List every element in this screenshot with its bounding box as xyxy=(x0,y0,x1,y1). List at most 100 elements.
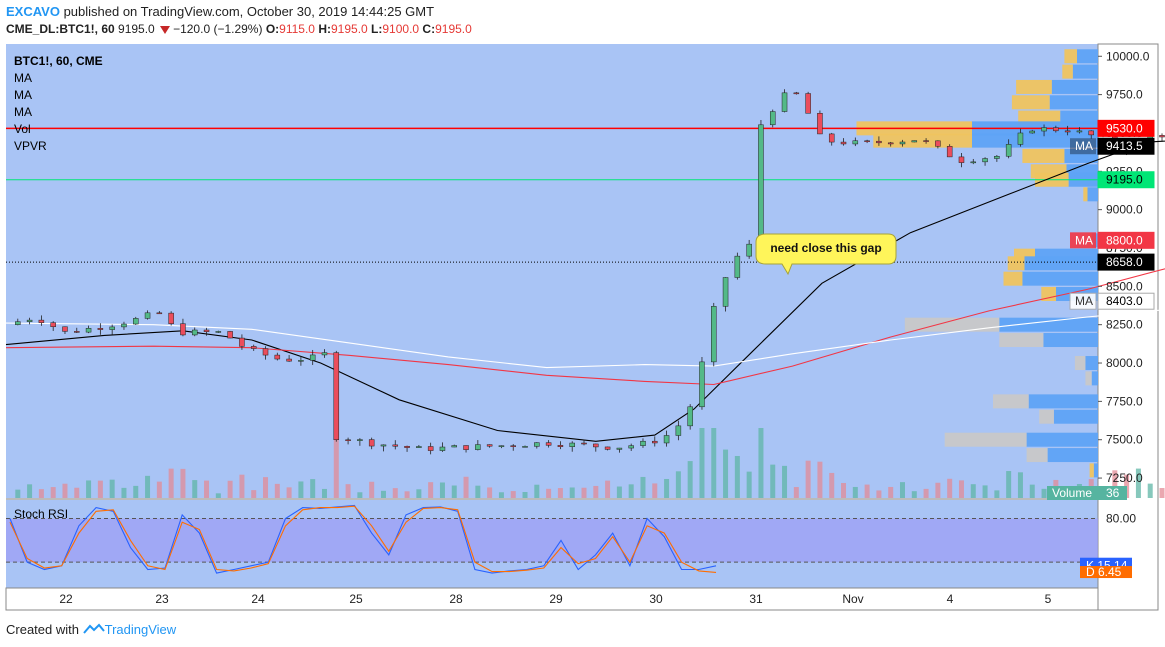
volume-bar xyxy=(50,487,56,498)
candle-body xyxy=(1017,132,1024,145)
price-tick-label: 7250.0 xyxy=(1106,471,1143,485)
vpvr-layer xyxy=(856,49,1098,478)
candle-body xyxy=(1041,127,1047,132)
volume-bar xyxy=(899,482,905,498)
volume-bar xyxy=(793,487,799,498)
candle-body xyxy=(191,329,198,336)
gap-annotation[interactable]: need close this gap xyxy=(755,233,897,276)
volume-bar xyxy=(357,492,363,498)
candle-body xyxy=(687,406,693,427)
price-tag-bg xyxy=(1097,231,1155,249)
main-pane[interactable] xyxy=(6,44,1098,498)
price-tag-value: 8800.0 xyxy=(1106,233,1143,247)
volume-bar xyxy=(829,472,835,498)
vpvr-bar-up xyxy=(1091,371,1098,386)
candle-body xyxy=(769,111,776,126)
tradingview-brand[interactable]: TradingView xyxy=(104,622,177,637)
volume-bar xyxy=(699,428,705,498)
volume-bar xyxy=(439,482,445,498)
legend-symbol[interactable]: BTC1!, 60, CME xyxy=(14,54,103,68)
price-tick-label: 9750.0 xyxy=(1106,88,1143,102)
created-with-text: Created with xyxy=(6,622,79,637)
time-tick-label: 5 xyxy=(1045,592,1052,606)
volume-bar xyxy=(86,480,92,498)
volume-bar xyxy=(345,484,351,498)
vpvr-bar-down xyxy=(1064,49,1077,64)
candle-body xyxy=(982,158,988,163)
candle-body xyxy=(522,446,528,448)
candle-body xyxy=(722,277,729,307)
volume-bar xyxy=(911,491,917,498)
volume-bar xyxy=(333,428,339,498)
down-arrow-icon xyxy=(160,26,171,34)
volume-bar xyxy=(1006,471,1012,498)
volume-bar xyxy=(546,488,552,498)
legend-vpvr[interactable]: VPVR xyxy=(14,139,47,153)
candle-body xyxy=(781,92,788,112)
volume-bar xyxy=(982,485,988,498)
legend-ma-1[interactable]: MA xyxy=(14,71,32,85)
volume-tag: Volume 36 xyxy=(1047,486,1127,500)
candle-body xyxy=(1076,130,1083,133)
volume-bar xyxy=(616,486,622,498)
vpvr-bar-down xyxy=(1022,148,1065,163)
symbol-label: CME_DL:BTC1!, 60 xyxy=(6,22,115,36)
volume-bar xyxy=(38,489,44,498)
ma-tag-label: MA xyxy=(1075,233,1093,247)
ohlc-header: CME_DL:BTC1!, 60 9195.0 −120.0 (−1.29%) … xyxy=(6,22,472,36)
volume-bar xyxy=(451,485,457,498)
candle-body xyxy=(15,321,21,325)
candle-body xyxy=(557,445,564,447)
candle-body xyxy=(121,323,127,328)
candle-body xyxy=(616,447,623,450)
candle-body xyxy=(593,443,599,448)
vpvr-bar-down xyxy=(1083,187,1088,202)
candle-body xyxy=(793,92,800,95)
candle-body xyxy=(923,140,929,142)
price-tag-value: 8658.0 xyxy=(1106,255,1143,269)
close-value: 9195.0 xyxy=(435,22,472,36)
published-text: published on TradingView.com, October 30… xyxy=(63,4,435,19)
candle-body xyxy=(250,346,257,349)
candle-body xyxy=(475,444,481,450)
volume-bar xyxy=(687,461,693,498)
moving-average-line xyxy=(5,309,1165,369)
time-tick-label: 25 xyxy=(349,592,363,606)
vpvr-bar-down xyxy=(1011,95,1050,110)
candle-body xyxy=(1064,130,1071,133)
volume-bar xyxy=(74,487,80,498)
legend-ma-3[interactable]: MA xyxy=(14,105,32,119)
publisher-name[interactable]: EXCAVO xyxy=(6,4,60,19)
legend-ma-2[interactable]: MA xyxy=(14,88,32,102)
volume-bar xyxy=(723,449,729,498)
price-tag-bg xyxy=(1097,171,1155,189)
volume-bar xyxy=(62,483,68,498)
vpvr-bar-down xyxy=(1003,271,1023,286)
volume-bar xyxy=(1029,484,1035,498)
candle-body xyxy=(1005,144,1012,157)
stoch-rsi-label[interactable]: Stoch RSI xyxy=(14,507,68,521)
candle-body xyxy=(640,440,646,446)
volume-bar xyxy=(569,487,575,498)
legend-vol[interactable]: Vol xyxy=(14,122,31,136)
d-tag-text: D 6.45 xyxy=(1086,565,1122,579)
candle-body xyxy=(203,329,210,332)
candle-body xyxy=(970,161,977,164)
time-tick-label: 22 xyxy=(59,592,73,606)
candle-body xyxy=(133,318,139,325)
candle-body xyxy=(239,337,245,347)
time-tick-label: 29 xyxy=(549,592,563,606)
candle-body xyxy=(805,93,811,114)
volume-bar xyxy=(994,490,1000,498)
volume-bar xyxy=(675,471,681,498)
horizontal-lines xyxy=(6,127,1098,263)
annotation-bubble[interactable] xyxy=(755,233,897,276)
price-tag-bg xyxy=(1097,137,1155,155)
candle-body xyxy=(652,440,658,444)
vpvr-bar-down xyxy=(1074,356,1086,371)
vpvr-bar-up xyxy=(999,317,1098,332)
volume-bar xyxy=(274,483,280,498)
vpvr-bar-up xyxy=(1028,394,1098,409)
candle-body xyxy=(876,140,882,144)
